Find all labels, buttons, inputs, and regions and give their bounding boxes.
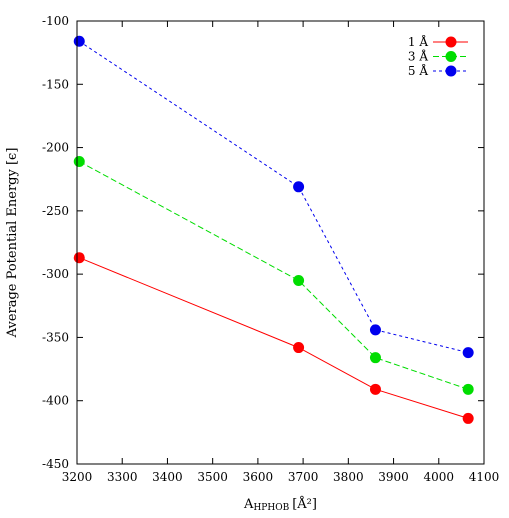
series bbox=[73, 35, 474, 359]
x-tick-label: 3400 bbox=[152, 470, 183, 484]
data-point bbox=[293, 342, 305, 354]
series-line bbox=[79, 161, 469, 390]
x-tick-label: 3300 bbox=[107, 470, 138, 484]
x-axis-label-subscript: HPHOB bbox=[253, 503, 289, 513]
x-axis-label: AHPHOB [Å²] bbox=[243, 496, 317, 513]
data-point bbox=[369, 352, 381, 364]
data-point bbox=[462, 347, 474, 359]
data-point bbox=[73, 35, 85, 47]
y-tick-label: -400 bbox=[42, 394, 69, 408]
x-tick-label: 3900 bbox=[378, 470, 409, 484]
legend-marker bbox=[445, 65, 457, 77]
legend-label: 5 Å bbox=[408, 63, 428, 78]
y-tick-label: -350 bbox=[42, 330, 69, 344]
x-axis-label-unit: [Å²] bbox=[292, 496, 317, 512]
y-axis-label: Average Potential Energy [ϵ] bbox=[5, 148, 20, 339]
series bbox=[73, 155, 474, 395]
x-tick-label: 4100 bbox=[469, 470, 500, 484]
series-line bbox=[79, 257, 469, 419]
x-tick-label: 3500 bbox=[197, 470, 228, 484]
series-layer bbox=[73, 35, 474, 424]
y-tick-label: -450 bbox=[42, 457, 69, 471]
series-line bbox=[79, 40, 469, 354]
x-axis-label-main: A bbox=[243, 497, 254, 512]
data-point bbox=[73, 155, 85, 167]
data-point bbox=[293, 274, 305, 286]
legend-label: 3 Å bbox=[408, 49, 428, 64]
x-tick-label: 4000 bbox=[424, 470, 455, 484]
y-tick-label: -300 bbox=[42, 267, 69, 281]
legend-label: 1 Å bbox=[408, 34, 428, 49]
x-tick-label: 3200 bbox=[62, 470, 93, 484]
series bbox=[73, 252, 474, 424]
data-point bbox=[293, 181, 305, 193]
y-tick-label: -150 bbox=[42, 77, 69, 91]
data-point bbox=[462, 383, 474, 395]
legend-marker bbox=[445, 36, 457, 48]
plot-frame bbox=[76, 20, 485, 465]
x-tick-label: 3600 bbox=[243, 470, 274, 484]
y-tick-label: -200 bbox=[42, 141, 69, 155]
data-point bbox=[369, 324, 381, 336]
y-tick-label: -100 bbox=[42, 14, 69, 28]
y-tick-label: -250 bbox=[42, 204, 69, 218]
data-point bbox=[462, 412, 474, 424]
legend: 1 Å3 Å5 Å bbox=[408, 34, 468, 78]
x-tick-label: 3700 bbox=[288, 470, 319, 484]
legend-marker bbox=[445, 51, 457, 62]
data-point bbox=[369, 383, 381, 395]
data-point bbox=[73, 252, 85, 264]
x-tick-label: 3800 bbox=[333, 470, 364, 484]
